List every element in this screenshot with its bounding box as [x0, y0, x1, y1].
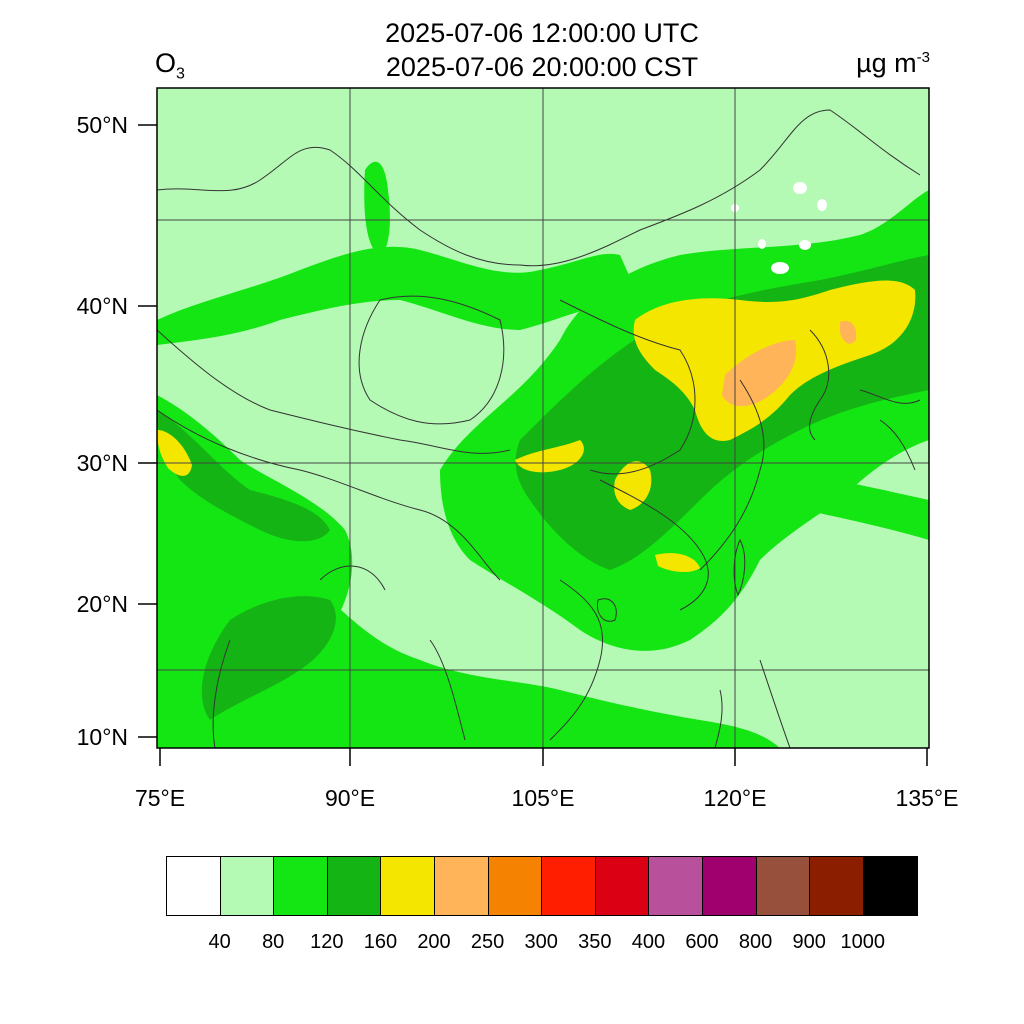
lon-ticks [159, 748, 928, 766]
field-sea-band [720, 450, 929, 540]
colorbar-swatch [327, 857, 382, 915]
colorbar-swatch [810, 857, 864, 915]
colorbar-label: 80 [262, 931, 285, 953]
field-orange-shandong [722, 340, 797, 407]
species-label: O3 [155, 48, 185, 83]
colorbar-swatch [702, 857, 757, 915]
lat-label-30: 30°N [76, 450, 128, 476]
colorbar-swatch [863, 857, 918, 915]
units-label: µg m-3 [856, 48, 930, 78]
colorbar-label: 250 [470, 931, 505, 953]
colorbar-label: 600 [685, 931, 719, 953]
colorbar-swatch [542, 857, 596, 915]
title-utc: 2025-07-06 12:00:00 UTC [385, 18, 699, 48]
field-yellow-guangdong [655, 553, 700, 573]
field-dark-tibet [157, 410, 330, 542]
colorbar-swatch [488, 857, 543, 915]
lon-label-75: 75°E [134, 785, 186, 811]
colorbar-swatch [167, 857, 221, 915]
lon-label-120: 120°E [703, 785, 767, 811]
colorbar [166, 856, 919, 916]
lat-label-40: 40°N [76, 293, 128, 319]
colorbar-swatch [220, 857, 275, 915]
ozone-map [138, 87, 930, 766]
title-cst: 2025-07-06 20:00:00 CST [385, 52, 699, 82]
colorbar-label: 900 [792, 931, 826, 953]
field-yellow-sichuan [515, 440, 584, 473]
colorbar-swatch [434, 857, 489, 915]
graticule [157, 88, 929, 748]
field-yellow-west [157, 430, 192, 476]
colorbar-swatch [649, 857, 703, 915]
field-north-band [157, 246, 640, 345]
colorbar-swatch [756, 857, 811, 915]
colorbar-swatch [595, 857, 650, 915]
field-white-patches [731, 182, 827, 274]
lon-label-105: 105°E [511, 785, 575, 811]
lon-label-90: 90°E [324, 785, 376, 811]
field-dark-india [201, 596, 336, 720]
lon-label-135: 135°E [895, 785, 959, 811]
lat-label-50: 50°N [76, 112, 128, 138]
colorbar-label: 40 [208, 931, 231, 953]
lat-ticks [138, 124, 157, 738]
colorbar-label: 120 [310, 931, 344, 953]
colorbar-label: 300 [524, 931, 558, 953]
colorbar-label: 800 [738, 931, 773, 953]
lat-label-20: 20°N [76, 591, 128, 617]
colorbar-label: 160 [363, 931, 398, 953]
colorbar-label: 350 [578, 931, 612, 953]
field-orange-korea [840, 320, 857, 344]
colorbar-label: 400 [631, 931, 666, 953]
colorbar-label: 1000 [840, 931, 886, 953]
colorbar-swatch [274, 857, 328, 915]
borders [157, 109, 921, 748]
colorbar-label: 200 [417, 931, 451, 953]
lat-label-10: 10°N [76, 724, 128, 750]
colorbar-swatch [381, 857, 435, 915]
